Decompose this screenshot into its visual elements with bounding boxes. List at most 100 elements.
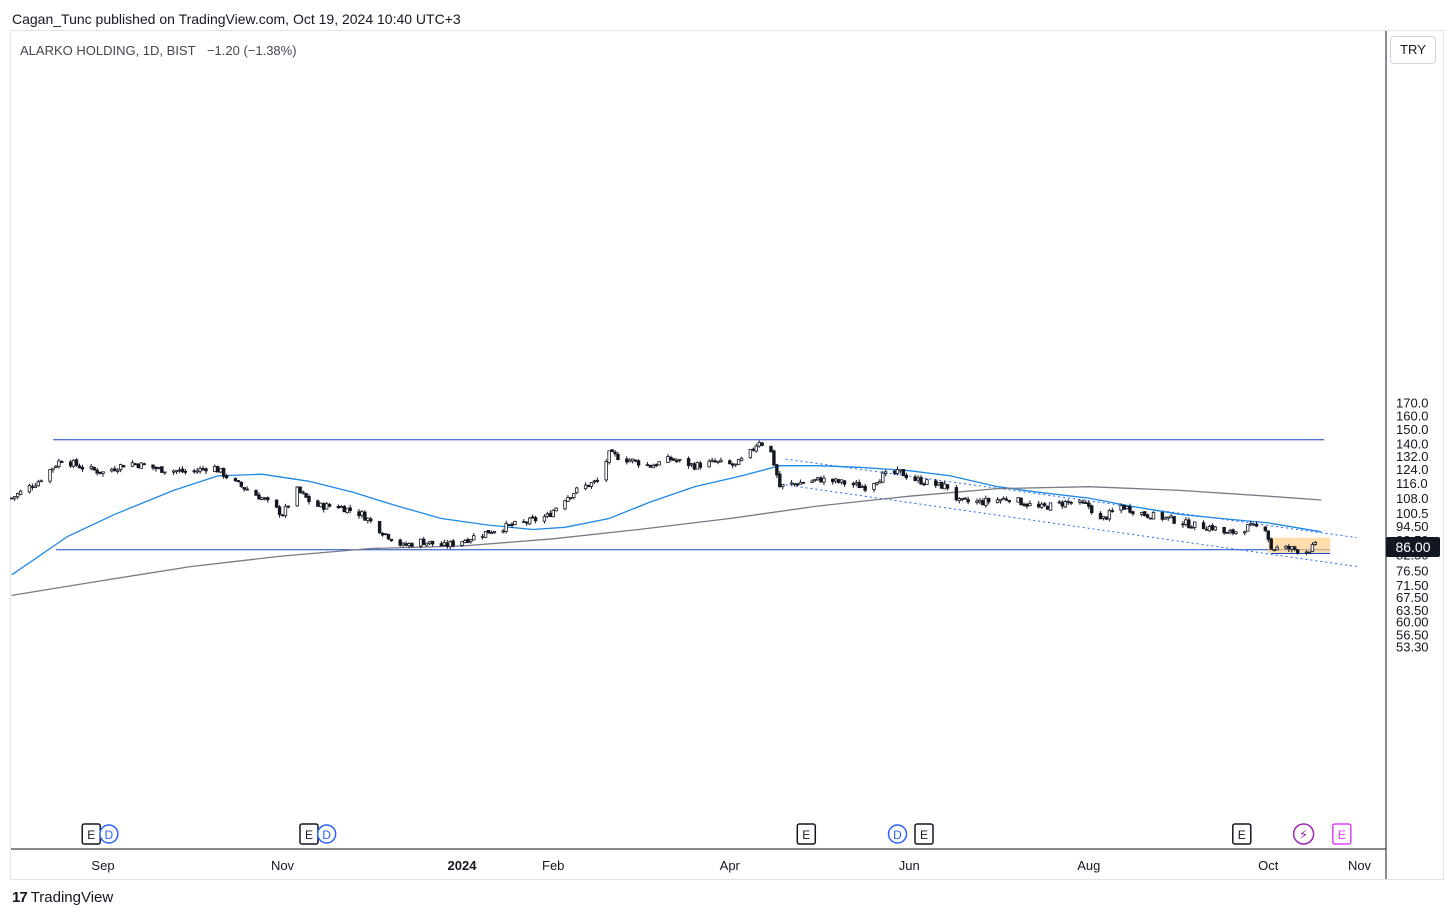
earnings-icon xyxy=(796,823,817,845)
candle-body xyxy=(1225,532,1229,534)
candle-body xyxy=(60,461,64,463)
candle-body xyxy=(245,488,249,491)
candle-body xyxy=(542,516,547,522)
candle-body xyxy=(963,497,967,500)
candle-body xyxy=(1110,510,1115,512)
y-tick-label: 53.30 xyxy=(1396,640,1429,655)
candle-body xyxy=(628,459,632,463)
symbol-legend[interactable]: ALARKO HOLDING, 1D, BIST −1.20 (−1.38%) xyxy=(20,43,297,58)
candle-body xyxy=(71,460,76,467)
earnings-icon-label: E xyxy=(305,828,313,842)
candle-body xyxy=(324,503,329,510)
candle-body xyxy=(339,506,344,508)
candle-body xyxy=(445,542,449,547)
candle-body xyxy=(198,468,202,472)
candle-body xyxy=(981,500,985,506)
candle-body xyxy=(748,449,753,459)
x-tick-label: Sep xyxy=(91,858,114,873)
y-tick-label: 63.50 xyxy=(1396,603,1429,618)
candle-body xyxy=(510,523,514,526)
candle-body xyxy=(569,497,573,499)
candle-body xyxy=(30,486,35,488)
candle-body xyxy=(492,530,497,534)
candle-body xyxy=(101,471,105,474)
candle-body xyxy=(1166,516,1170,519)
candle-body xyxy=(27,485,32,493)
candle-body xyxy=(778,473,782,488)
x-tick-label: Aug xyxy=(1077,858,1100,873)
candle-body xyxy=(739,457,744,461)
candle-body xyxy=(1181,523,1185,526)
dividend-icon-label: D xyxy=(322,828,331,842)
currency-button[interactable]: TRY xyxy=(1390,36,1436,64)
candle-body xyxy=(1272,549,1276,552)
candle-body xyxy=(1128,505,1132,513)
candle-body xyxy=(525,521,529,524)
candle-body xyxy=(171,470,176,473)
candle-body xyxy=(875,482,879,485)
candle-body xyxy=(692,463,697,470)
candle-body xyxy=(654,464,658,467)
y-tick-label: 160.0 xyxy=(1396,408,1429,423)
candle-body xyxy=(851,483,856,486)
candle-body xyxy=(404,543,408,546)
candle-body xyxy=(942,483,947,490)
candle-body xyxy=(427,540,432,544)
candle-body xyxy=(1304,551,1309,554)
y-tick-label: 108.0 xyxy=(1396,491,1429,506)
candle-body xyxy=(48,469,52,482)
candle-body xyxy=(860,486,864,488)
candle-body xyxy=(881,472,885,483)
candle-body xyxy=(383,533,388,535)
candle-body xyxy=(592,480,597,483)
candle-body xyxy=(522,521,526,523)
candle-body xyxy=(501,530,505,533)
candle-body xyxy=(589,482,594,487)
candle-body xyxy=(554,507,558,512)
earnings-icon-label: E xyxy=(920,828,928,842)
candle-body xyxy=(1204,528,1209,531)
tradingview-logo[interactable]: 17 TradingView xyxy=(12,889,113,906)
candle-body xyxy=(157,467,161,469)
candle-body xyxy=(180,468,185,473)
candle-body xyxy=(836,479,841,483)
candle-body xyxy=(1243,531,1247,534)
candle-body xyxy=(192,470,196,473)
candle-body xyxy=(648,464,653,468)
candle-body xyxy=(527,517,532,525)
candle-body xyxy=(689,463,694,466)
candle-body xyxy=(154,466,158,470)
candle-body xyxy=(419,538,423,547)
candle-body xyxy=(1063,501,1067,508)
candle-body xyxy=(483,531,488,538)
candle-body xyxy=(121,465,126,468)
candle-body xyxy=(39,480,43,483)
candle-body xyxy=(1090,505,1094,514)
candle-body xyxy=(439,543,444,547)
candle-body xyxy=(74,459,79,466)
candle-body xyxy=(163,471,167,474)
candle-body xyxy=(978,499,982,503)
candle-body xyxy=(57,460,61,467)
candle-body xyxy=(636,460,641,466)
candle-body xyxy=(51,467,55,471)
candle-body xyxy=(695,462,700,470)
dividend-icon-label: D xyxy=(105,828,114,842)
candle-body xyxy=(221,467,226,477)
candle-body xyxy=(937,481,941,486)
candle-body xyxy=(389,538,394,542)
candle-body xyxy=(1284,545,1288,549)
candle-body xyxy=(1231,529,1235,534)
candle-body xyxy=(507,524,511,526)
candle-body xyxy=(219,468,223,473)
candle-body xyxy=(424,542,429,546)
candle-body xyxy=(898,469,903,472)
candle-body xyxy=(975,500,979,503)
candle-body xyxy=(686,458,691,467)
candle-body xyxy=(934,480,938,486)
candle-body xyxy=(1104,516,1109,520)
candle-body xyxy=(751,448,756,451)
candle-body xyxy=(401,542,405,546)
candle-body xyxy=(710,459,714,462)
